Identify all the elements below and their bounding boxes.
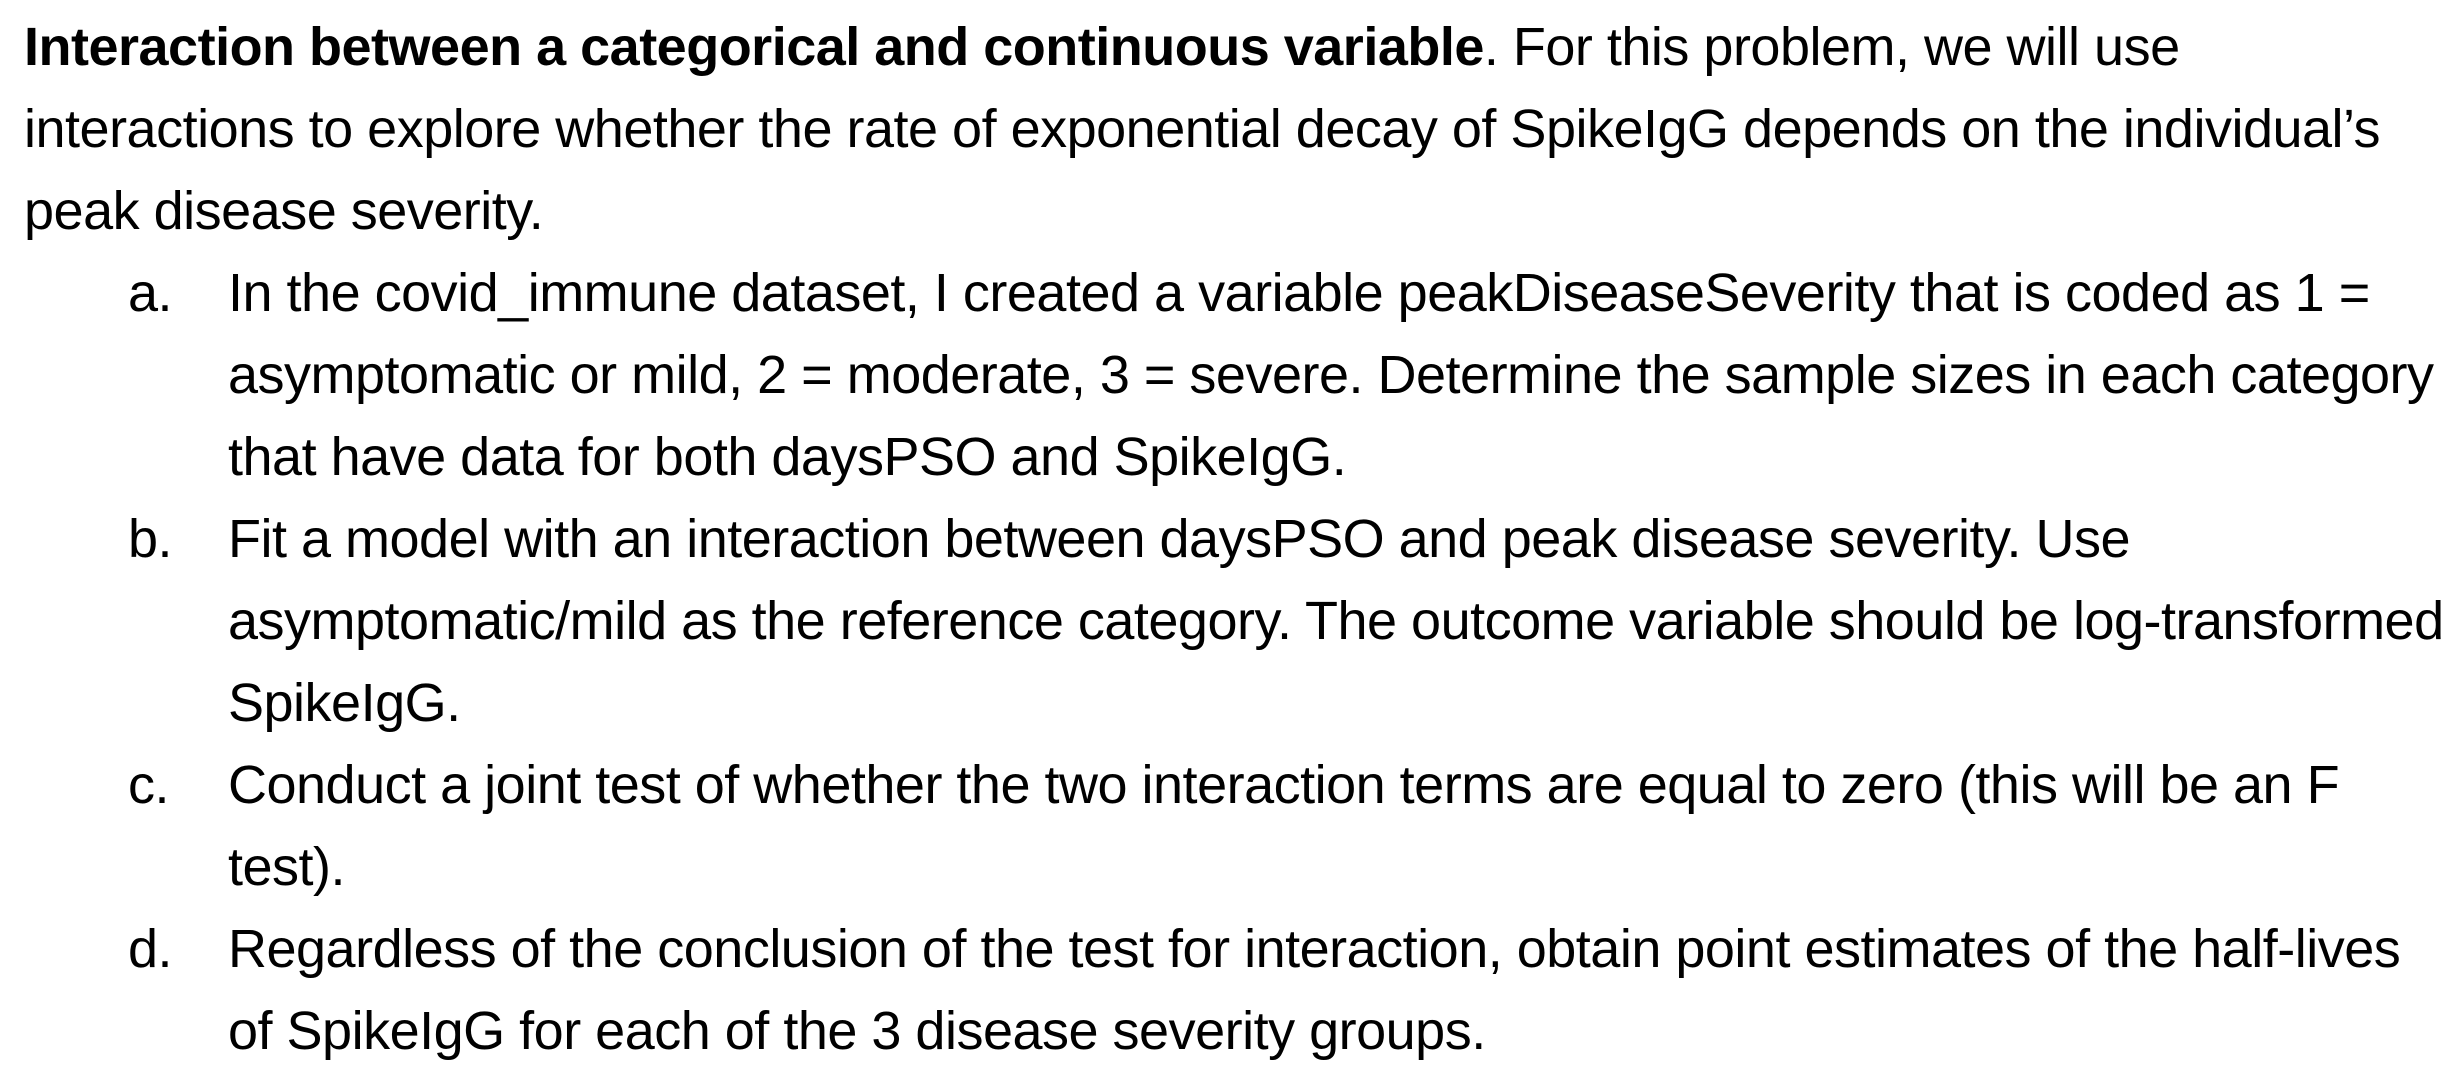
list-marker: d. — [128, 919, 173, 979]
list-item-text: Regardless of the conclusion of the test… — [228, 919, 2401, 1061]
list-item-d: d. Regardless of the conclusion of the t… — [24, 908, 2444, 1072]
intro-paragraph: Interaction between a categorical and co… — [24, 6, 2444, 252]
question-list: a. In the covid_immune dataset, I create… — [24, 252, 2444, 1072]
list-marker: b. — [128, 509, 173, 569]
list-marker: a. — [128, 263, 173, 323]
list-item-a: a. In the covid_immune dataset, I create… — [24, 252, 2444, 498]
list-item-text: In the covid_immune dataset, I created a… — [228, 263, 2434, 487]
list-marker: c. — [128, 755, 170, 815]
intro-text: . For this problem, we will use interact… — [24, 17, 2381, 241]
list-item-text: Conduct a joint test of whether the two … — [228, 755, 2340, 897]
intro-bold-title: Interaction between a categorical and co… — [24, 17, 1484, 77]
list-item-text: Fit a model with an interaction between … — [228, 509, 2444, 733]
document-body: Interaction between a categorical and co… — [24, 6, 2444, 1072]
list-item-b: b. Fit a model with an interaction betwe… — [24, 498, 2444, 744]
list-item-c: c. Conduct a joint test of whether the t… — [24, 744, 2444, 908]
